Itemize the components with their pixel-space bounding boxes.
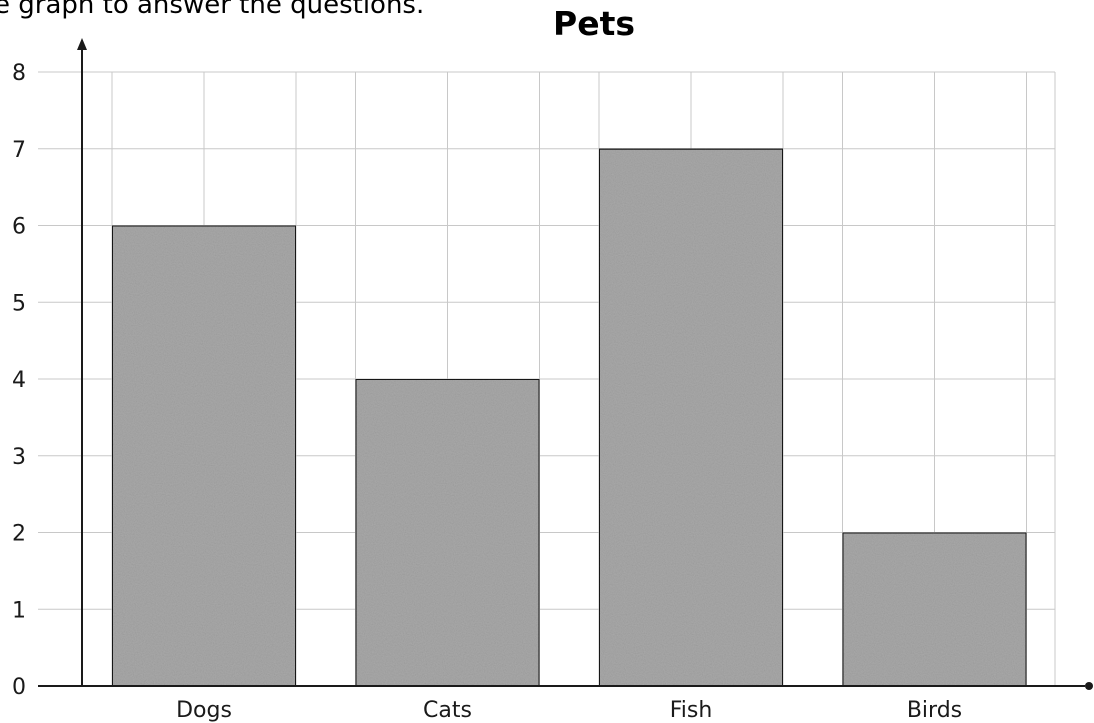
instruction-text: e graph to answer the questions. bbox=[0, 0, 425, 20]
y-tick-label: 1 bbox=[12, 598, 26, 623]
y-tick-label: 5 bbox=[12, 291, 26, 316]
y-tick-label: 7 bbox=[12, 138, 26, 163]
x-category-label: Birds bbox=[907, 698, 962, 723]
y-axis-arrow-icon bbox=[77, 38, 87, 50]
y-tick-label: 2 bbox=[12, 522, 26, 547]
axes bbox=[38, 38, 1093, 690]
x-axis-end-dot-icon bbox=[1085, 682, 1093, 690]
x-category-label: Dogs bbox=[176, 698, 232, 723]
y-tick-label: 0 bbox=[12, 675, 26, 700]
y-tick-label: 4 bbox=[12, 368, 26, 393]
y-tick-label: 6 bbox=[12, 215, 26, 240]
bar-birds bbox=[841, 531, 1028, 687]
y-tick-label: 8 bbox=[12, 61, 26, 86]
bar-dogs bbox=[111, 224, 297, 687]
labels: 0 1 2 3 4 5 6 7 8 Dogs Cats Fish Birds bbox=[12, 61, 962, 723]
bar-cats bbox=[354, 378, 541, 687]
x-category-label: Fish bbox=[670, 698, 713, 723]
bars bbox=[111, 147, 1028, 687]
chart-title: Pets bbox=[553, 4, 635, 43]
y-tick-label: 3 bbox=[12, 445, 26, 470]
bar-fish bbox=[598, 147, 784, 687]
x-category-label: Cats bbox=[423, 698, 472, 723]
